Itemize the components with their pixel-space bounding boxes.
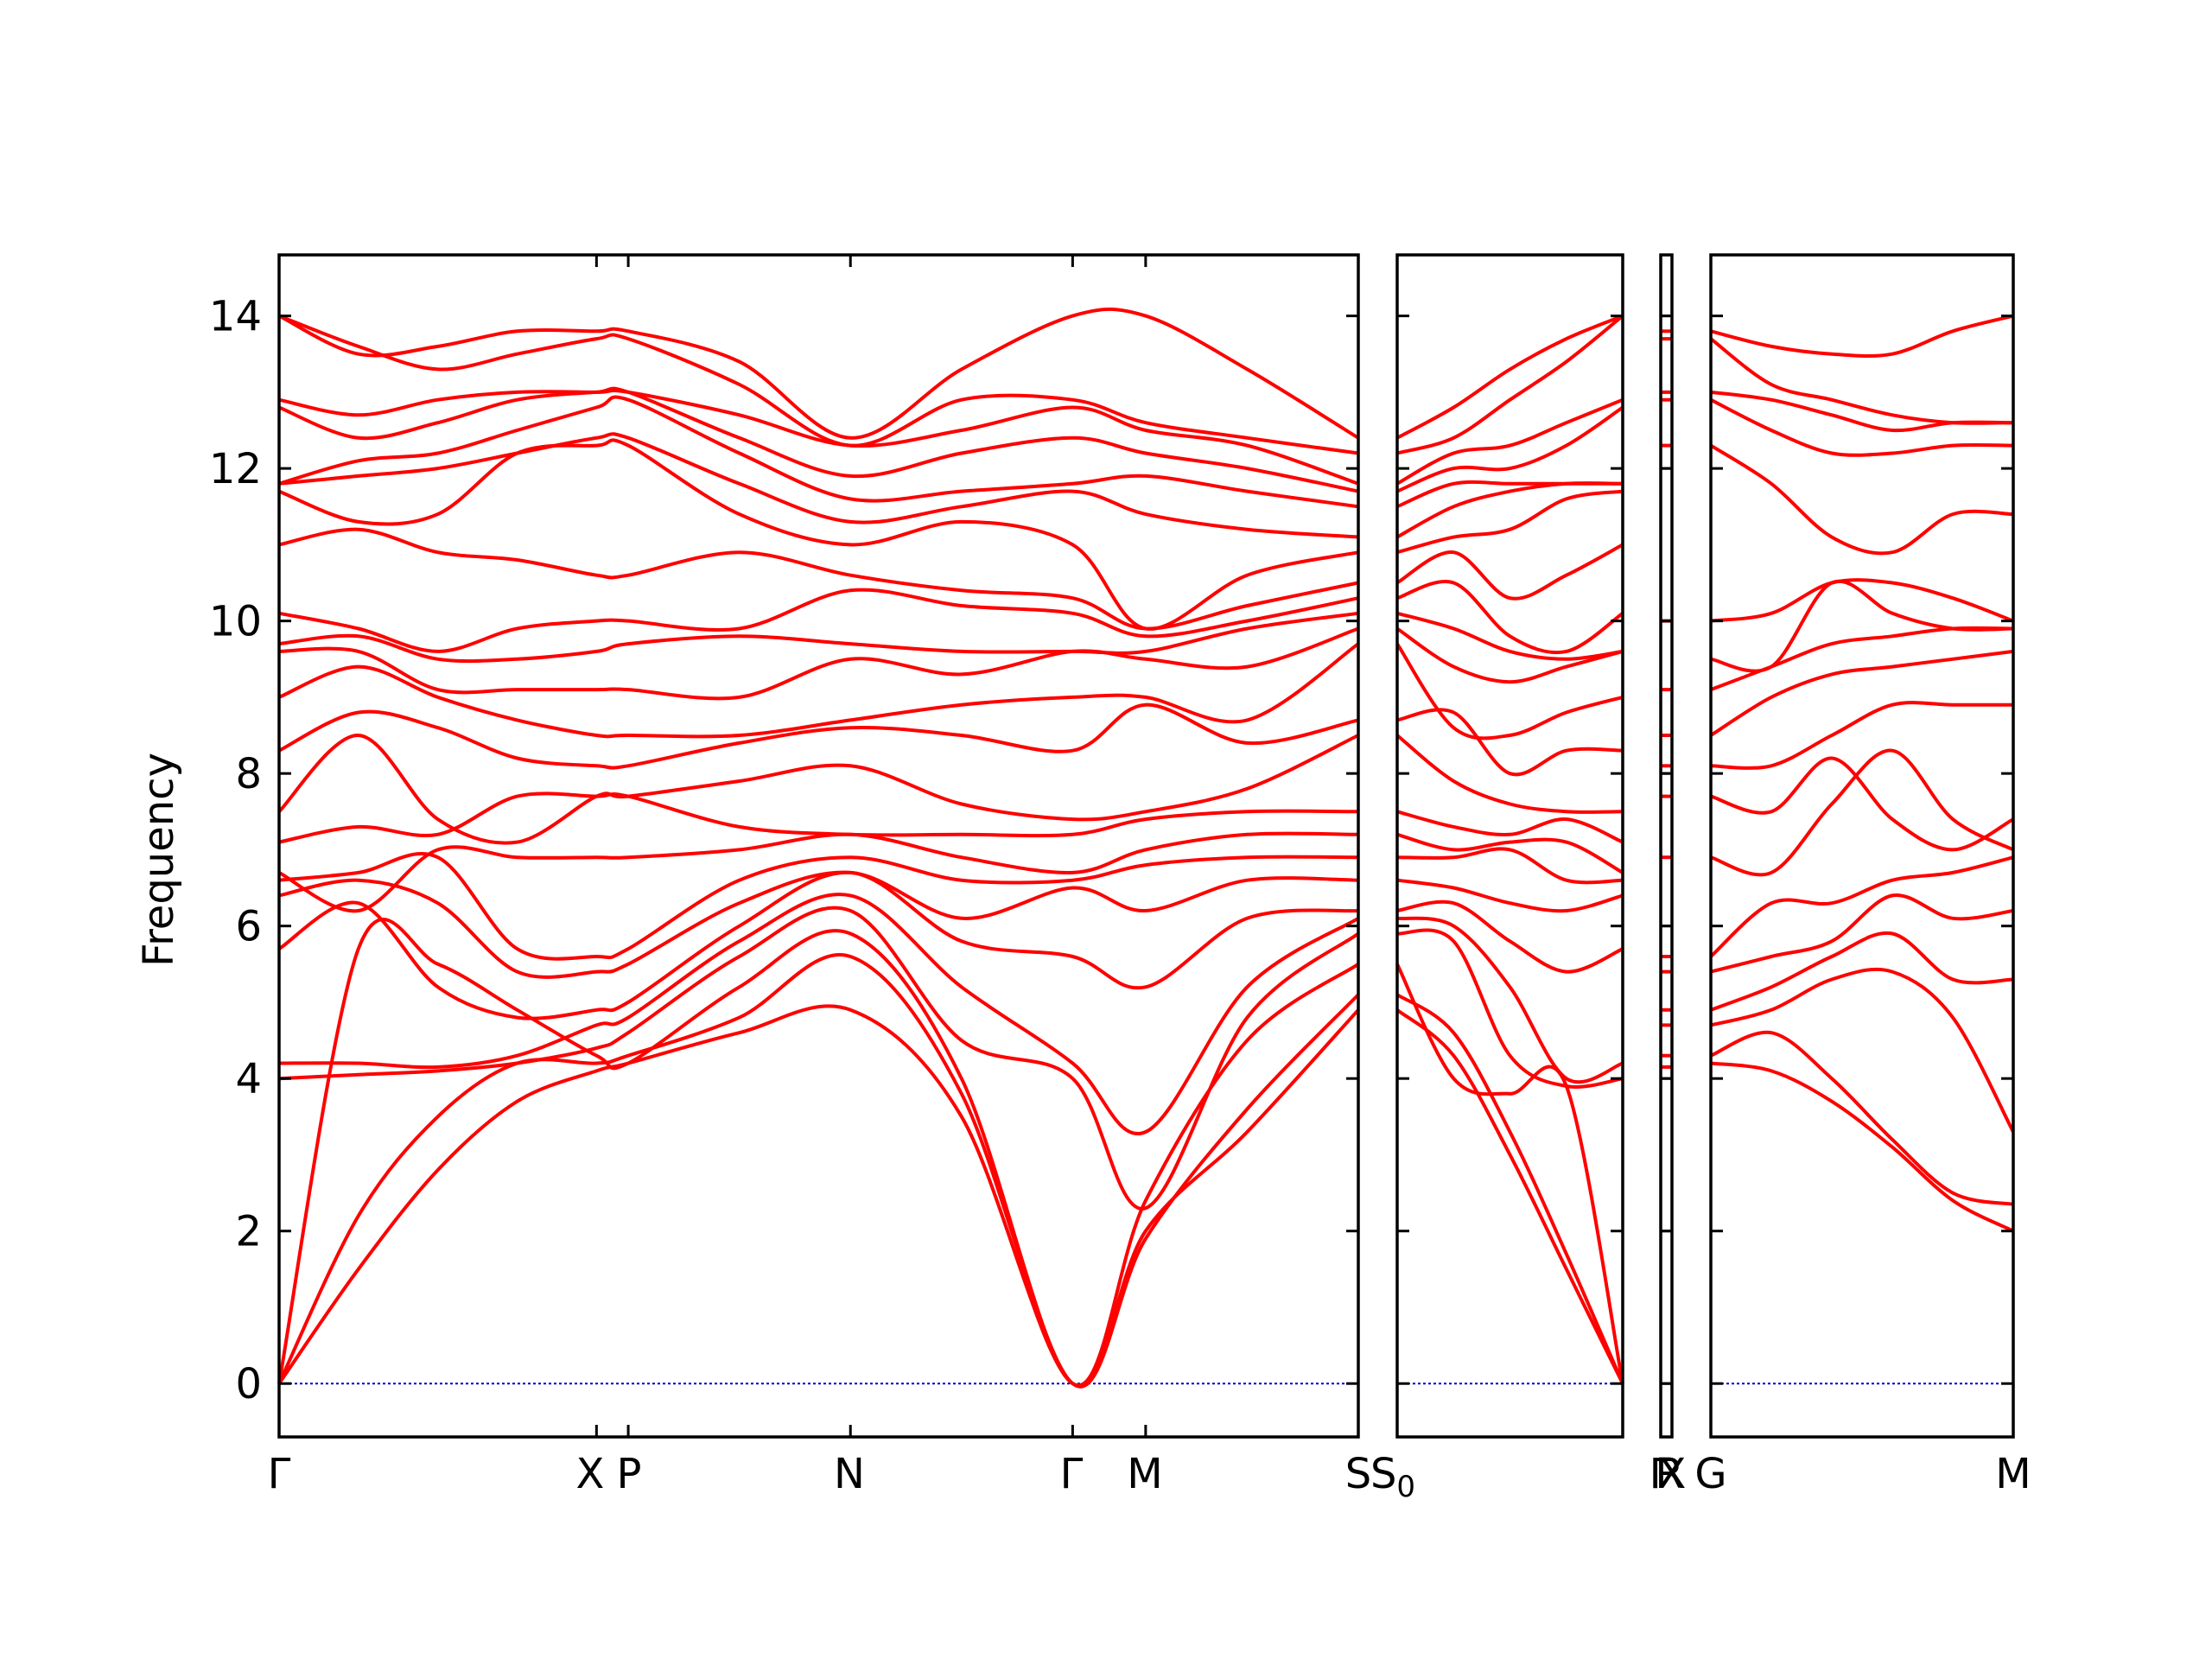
panel-frame-3 [1709, 253, 2015, 1439]
band-1-12 [1395, 642, 1624, 741]
band-1-9 [1396, 810, 1624, 844]
y-tick-label: 14 [209, 293, 262, 341]
band-0-5 [277, 870, 1359, 1020]
panel-frame-0 [277, 253, 1360, 1439]
band-3-6 [1710, 748, 2014, 877]
band-0-17 [278, 438, 1359, 631]
x-tick-label: Γ [268, 1450, 291, 1498]
x-tick-label: R [1655, 1450, 1683, 1498]
band-0-15 [278, 588, 1359, 653]
band-3-7 [1710, 756, 2014, 852]
band-0-23 [278, 307, 1360, 440]
band-0-10 [277, 733, 1359, 845]
band-1-2 [1395, 963, 1624, 1384]
band-1-3 [1396, 928, 1624, 1089]
y-tick-label: 0 [235, 1360, 262, 1408]
x-tick-label-s0-main: S [1370, 1450, 1396, 1498]
band-3-5 [1709, 855, 2014, 958]
y-tick-label: 10 [209, 598, 262, 646]
band-0-3 [278, 906, 1360, 1211]
x-tick-label: Γ [1649, 1450, 1673, 1498]
band-0-13 [278, 626, 1359, 701]
band-1-16 [1395, 543, 1624, 601]
band-1-0 [1395, 1008, 1624, 1385]
band-0-6 [278, 870, 1359, 979]
band-3-11 [1710, 579, 2014, 673]
y-axis-title: Frequency [135, 753, 183, 967]
y-tick-label: 2 [235, 1208, 262, 1256]
band-0-19 [278, 395, 1359, 509]
y-tick-label: 6 [235, 903, 262, 951]
band-3-1 [1710, 1030, 2014, 1206]
band-1-19 [1396, 480, 1624, 509]
band-0-2 [277, 918, 1360, 1388]
band-1-15 [1396, 580, 1624, 655]
band-1-22 [1396, 315, 1624, 455]
band-1-10 [1395, 734, 1624, 814]
x-tick-label: M [1995, 1450, 2031, 1498]
y-tick-label: 4 [235, 1055, 262, 1103]
band-0-21 [278, 388, 1359, 486]
band-3-12 [1710, 578, 2014, 623]
band-3-4 [1710, 893, 2014, 974]
band-0-4 [278, 893, 1360, 1136]
band-1-23 [1396, 314, 1624, 440]
band-0-9 [278, 791, 1359, 844]
band-0-0 [277, 1004, 1360, 1388]
band-3-3 [1710, 931, 2014, 1012]
x-tick-label: G [1694, 1450, 1726, 1498]
band-0-14 [278, 611, 1359, 664]
band-1-13 [1395, 626, 1624, 684]
band-3-14 [1710, 397, 2014, 457]
band-0-16 [278, 527, 1359, 631]
band-1-17 [1396, 489, 1624, 555]
x-tick-label-s0-sub: 0 [1396, 1470, 1415, 1504]
band-0-18 [278, 432, 1359, 539]
band-0-8 [278, 831, 1359, 913]
band-3-0 [1710, 1061, 2014, 1233]
band-1-20 [1396, 405, 1624, 493]
band-3-17 [1710, 314, 2014, 359]
band-1-21 [1396, 397, 1624, 486]
x-tick-label: X [1658, 1450, 1687, 1498]
x-tick-label: P [617, 1450, 642, 1498]
tick-marks [277, 255, 2015, 1437]
band-3-2 [1710, 967, 2015, 1133]
band-lines [277, 307, 2015, 1389]
x-tick-label: X [576, 1450, 605, 1498]
band-1-5 [1396, 899, 1624, 974]
panel-frames [277, 253, 2015, 1439]
y-tick-labels: 0 2 4 6 8 10 12 14 [209, 293, 262, 1409]
band-0-1 [277, 953, 1360, 1389]
band-0-22 [278, 314, 1359, 455]
x-tick-label: N [834, 1450, 865, 1498]
band-0-12 [278, 642, 1360, 739]
band-0-7 [278, 852, 1359, 961]
y-tick-label: 8 [235, 750, 262, 798]
band-3-16 [1709, 337, 2014, 425]
panel-frame-1 [1395, 253, 1624, 1439]
band-0-20 [278, 386, 1359, 493]
x-tick-label: S [1345, 1450, 1371, 1498]
y-tick-label: 12 [209, 445, 262, 493]
panel-frame-2 [1659, 253, 1674, 1439]
band-1-6 [1396, 878, 1624, 913]
x-tick-labels: Γ X P N Γ M S ΓX G MS0 R [268, 1450, 2031, 1504]
band-3-13 [1709, 443, 2014, 556]
band-1-14 [1396, 611, 1624, 661]
x-tick-label: M [1127, 1450, 1162, 1498]
band-3-9 [1709, 649, 2014, 737]
band-1-8 [1396, 832, 1624, 874]
x-tick-label: Γ [1060, 1450, 1084, 1498]
band-1-7 [1396, 847, 1624, 885]
band-0-11 [278, 702, 1359, 770]
band-1-4 [1396, 916, 1624, 1084]
x-tick-label-s0: S0 [1370, 1450, 1415, 1504]
band-3-8 [1710, 701, 2013, 770]
band-1-1 [1395, 993, 1624, 1384]
